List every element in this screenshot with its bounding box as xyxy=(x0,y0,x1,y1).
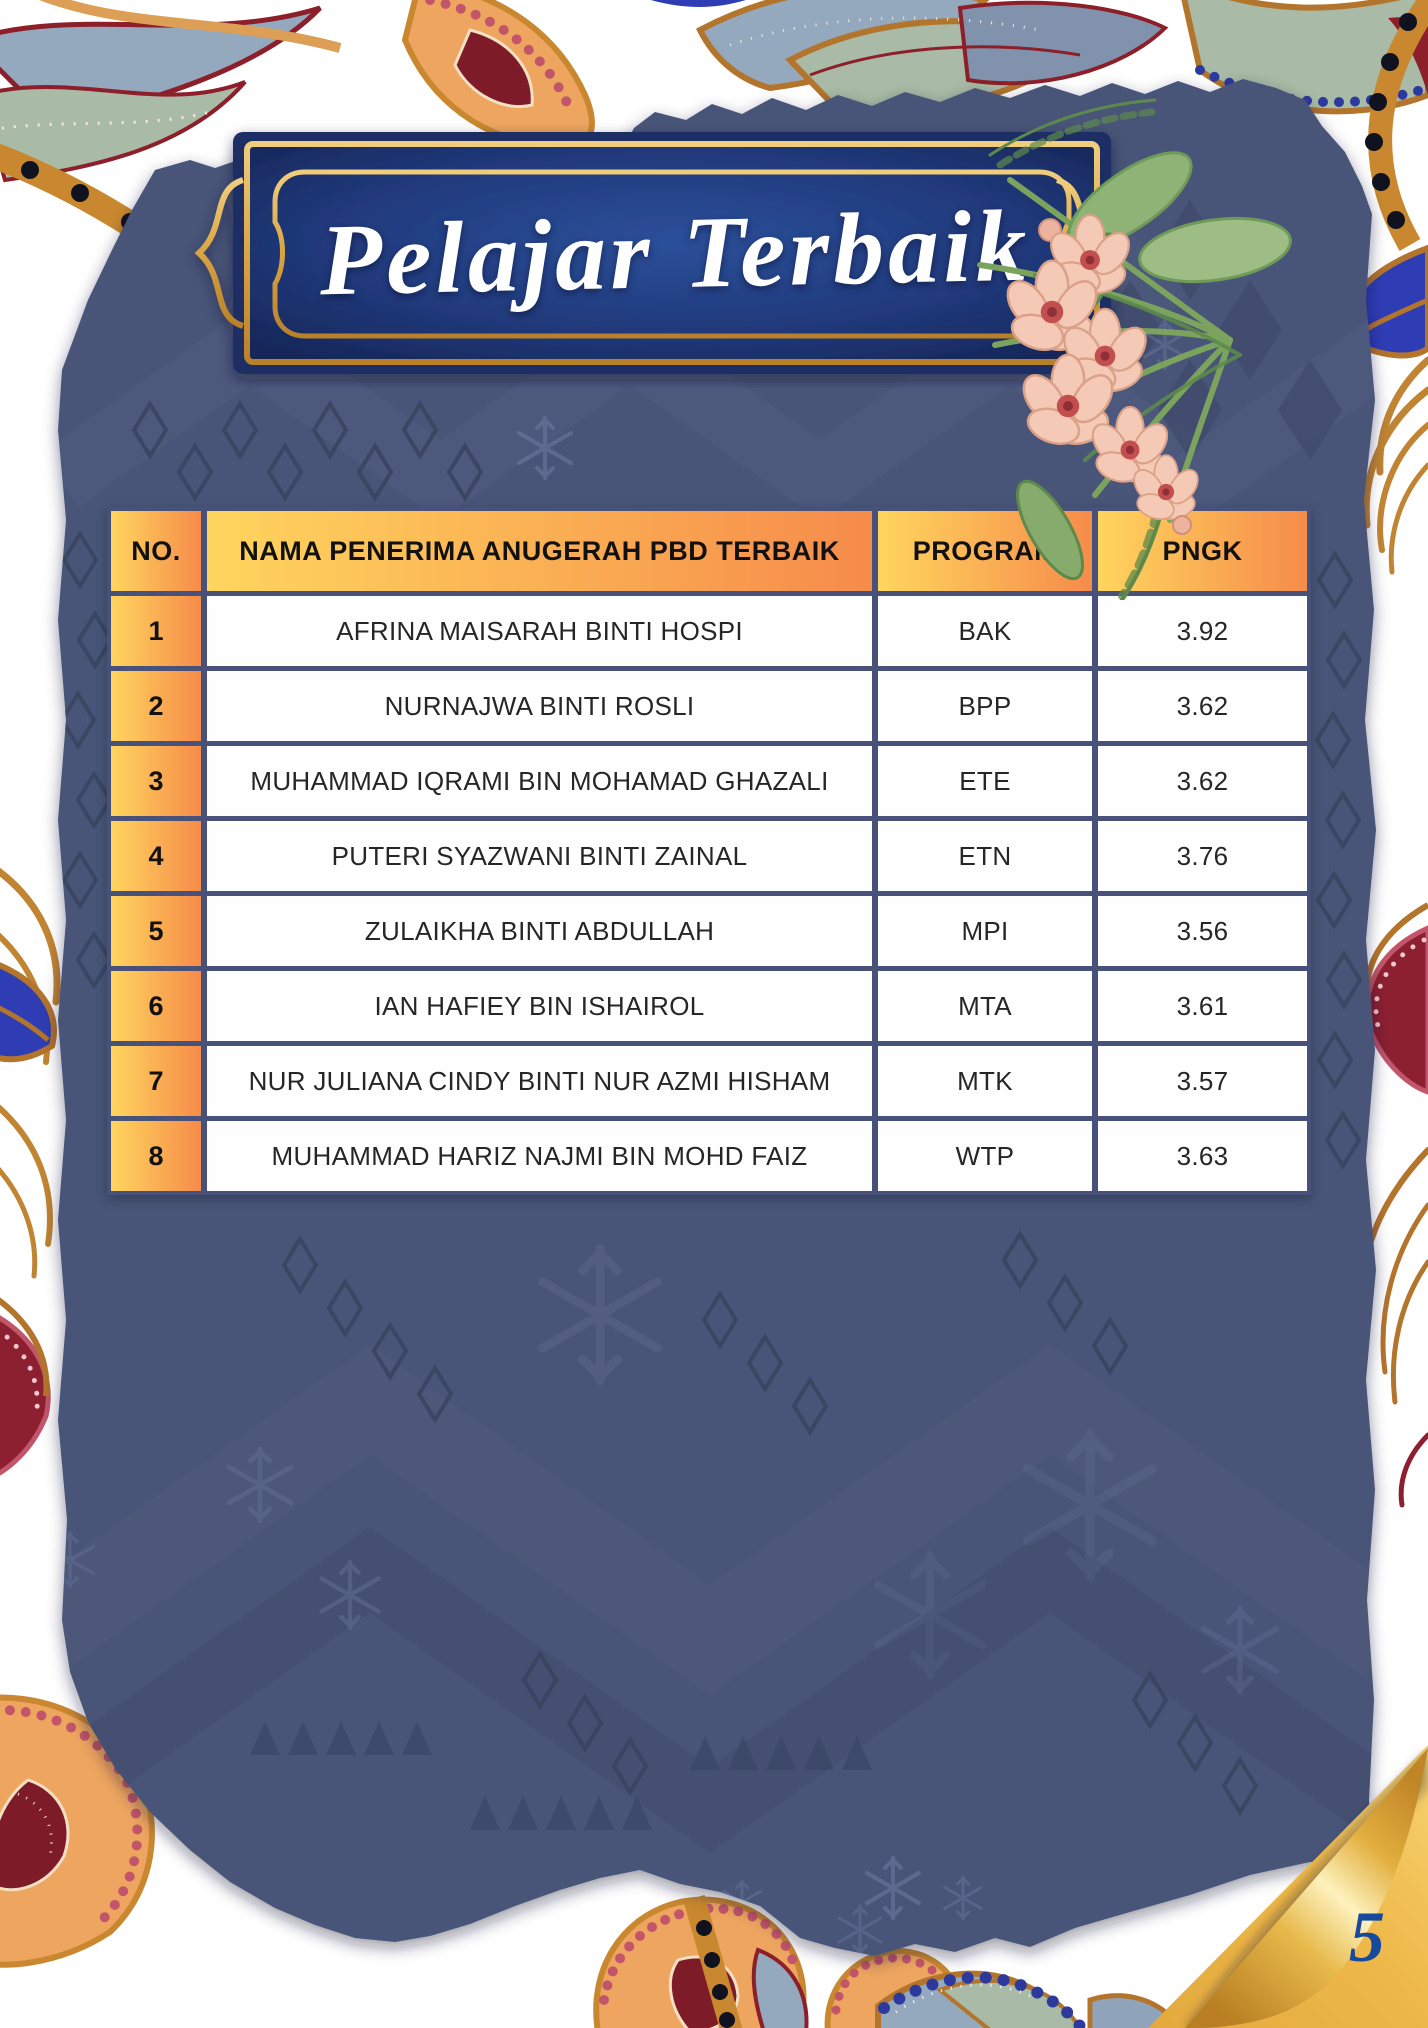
student-program: ETN xyxy=(878,821,1092,891)
batik-feathers-left xyxy=(0,867,61,1279)
students-table: NO. NAMA PENERIMA ANUGERAH PBD TERBAIK P… xyxy=(107,507,1311,1195)
student-program: MTA xyxy=(878,971,1092,1041)
student-pngk: 3.62 xyxy=(1098,671,1307,741)
row-number: 2 xyxy=(111,671,201,741)
tropical-leaves xyxy=(1016,151,1292,581)
student-name: MUHAMMAD IQRAMI BIN MOHAMAD GHAZALI xyxy=(207,746,872,816)
student-program: BAK xyxy=(878,596,1092,666)
floral-decoration xyxy=(977,98,1292,600)
under-page-corner xyxy=(1148,1745,1428,2028)
student-pngk: 3.92 xyxy=(1098,596,1307,666)
student-pngk: 3.63 xyxy=(1098,1121,1307,1191)
batik-leaf-top-left xyxy=(0,0,342,183)
student-pngk: 3.56 xyxy=(1098,896,1307,966)
row-number: 3 xyxy=(111,746,201,816)
student-pngk: 3.57 xyxy=(1098,1046,1307,1116)
student-program: MPI xyxy=(878,896,1092,966)
batik-tan-feathers-right xyxy=(1362,356,1428,575)
col-header-no: NO. xyxy=(111,511,201,591)
row-number: 8 xyxy=(111,1121,201,1191)
title-banner xyxy=(185,132,1111,374)
batik-red-flower-left xyxy=(0,1297,51,1476)
student-name: PUTERI SYAZWANI BINTI ZAINAL xyxy=(207,821,872,891)
student-pngk: 3.61 xyxy=(1098,971,1307,1041)
orchid-flowers xyxy=(998,213,1205,535)
row-number: 4 xyxy=(111,821,201,891)
student-program: BPP xyxy=(878,671,1092,741)
batik-dotted-band-right xyxy=(1365,0,1428,251)
page-curl[interactable] xyxy=(1090,1690,1428,2028)
student-name: MUHAMMAD HARIZ NAJMI BIN MOHD FAIZ xyxy=(207,1121,872,1191)
student-program: WTP xyxy=(878,1121,1092,1191)
student-name: IAN HAFIEY BIN ISHAIROL xyxy=(207,971,872,1041)
student-pngk: 3.62 xyxy=(1098,746,1307,816)
row-number: 1 xyxy=(111,596,201,666)
col-header-name: NAMA PENERIMA ANUGERAH PBD TERBAIK xyxy=(207,511,872,591)
student-program: MTK xyxy=(878,1046,1092,1116)
student-name: ZULAIKHA BINTI ABDULLAH xyxy=(207,896,872,966)
row-number: 5 xyxy=(111,896,201,966)
student-name: AFRINA MAISARAH BINTI HOSPI xyxy=(207,596,872,666)
row-number: 7 xyxy=(111,1046,201,1116)
student-pngk: 3.76 xyxy=(1098,821,1307,891)
batik-blue-cluster-bottom xyxy=(875,1970,1178,2028)
curl-flap xyxy=(1185,1748,1428,2028)
batik-leaf-top-right xyxy=(696,0,1169,116)
student-program: ETE xyxy=(878,746,1092,816)
student-name: NUR JULIANA CINDY BINTI NUR AZMI HISHAM xyxy=(207,1046,872,1116)
student-name: NURNAJWA BINTI ROSLI xyxy=(207,671,872,741)
row-number: 6 xyxy=(111,971,201,1041)
